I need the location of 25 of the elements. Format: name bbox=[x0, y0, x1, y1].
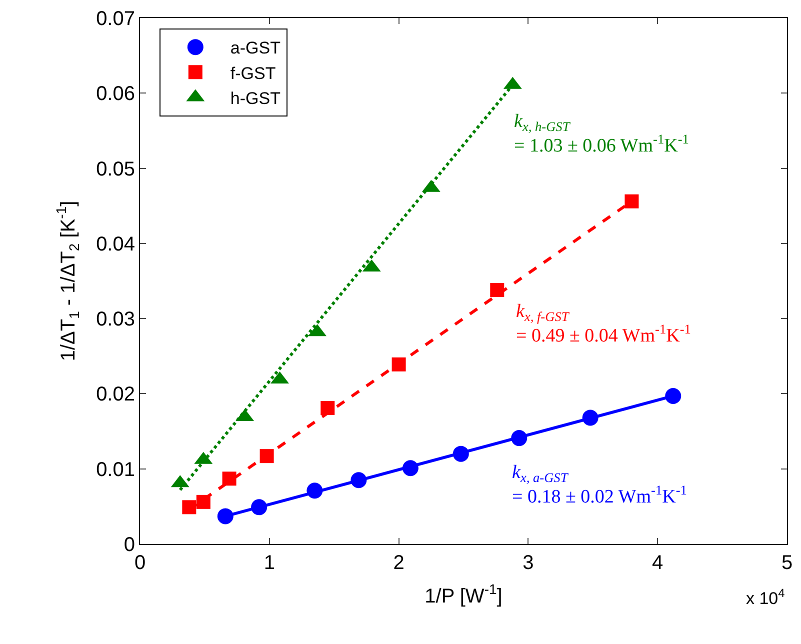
y-tick-label: 0.02 bbox=[96, 384, 135, 406]
point bbox=[222, 472, 236, 486]
y-tick-label: 0.06 bbox=[96, 83, 135, 106]
y-tick-label: 0.03 bbox=[96, 308, 135, 331]
y-tick-label: 0.04 bbox=[96, 233, 135, 256]
legend-label: f-GST bbox=[230, 64, 276, 83]
x-tick-label: 2 bbox=[393, 552, 404, 574]
text: x 10$^{4}$ bbox=[746, 586, 786, 608]
y-tick-label: 0 bbox=[124, 534, 135, 556]
annotation: k$_{x, a-GST}$ = 0.18 ± 0.02 Wm$^{-1}$K$^{-1}$ bbox=[512, 462, 687, 508]
annotation: k$_{x, h-GST}$ = 1.03 ± 0.06 Wm$^{-1}$K$^{-1}$ bbox=[514, 111, 689, 157]
x-tick-label: 4 bbox=[652, 552, 664, 574]
y-tick-label: 0.05 bbox=[96, 158, 135, 180]
x-tick-label: 1 bbox=[264, 552, 275, 574]
legend-label: h-GST bbox=[230, 88, 280, 108]
x-axis-title: 1/P [W$^{-1}$] bbox=[424, 581, 502, 608]
legend-label: a-GST bbox=[230, 38, 280, 58]
point bbox=[624, 194, 639, 208]
annotation: k$_{x, f-GST}$ = 0.49 ± 0.04 Wm$^{-1}$K$^{-1}$ bbox=[516, 301, 691, 347]
point bbox=[490, 283, 504, 298]
x-tick-label: 5 bbox=[781, 552, 793, 574]
y-tick-label: 0.01 bbox=[96, 458, 135, 481]
point bbox=[320, 400, 335, 415]
x-tick-label: 3 bbox=[522, 552, 534, 574]
y-tick-label: 0.07 bbox=[96, 8, 135, 30]
